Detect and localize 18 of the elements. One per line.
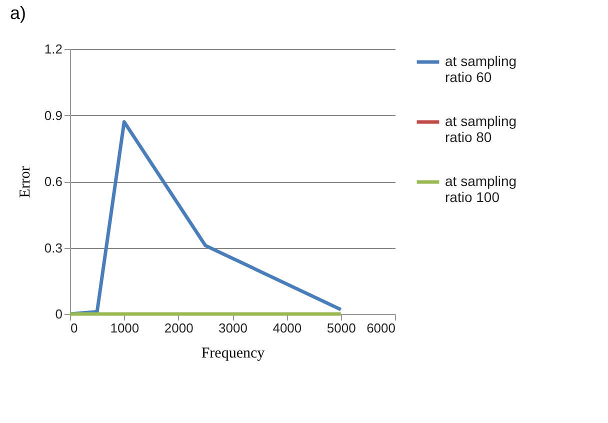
x-tick-label: 4000 xyxy=(272,320,302,336)
x-tick-label: 5000 xyxy=(326,320,356,336)
legend-label: at sampling ratio 80 xyxy=(445,113,517,145)
y-axis-title: Error xyxy=(17,166,34,198)
y-tick-label: 0.9 xyxy=(44,108,62,123)
y-tick-label: 0.3 xyxy=(44,240,62,256)
x-axis-title: Frequency xyxy=(201,346,266,362)
chart-title: a) xyxy=(10,3,26,23)
legend-label: at sampling ratio 60 xyxy=(445,53,517,85)
legend-label: at sampling ratio 100 xyxy=(445,173,517,205)
y-tick-label: 0 xyxy=(55,306,62,322)
y-tick-label: 0.6 xyxy=(44,174,62,189)
y-tick-label: 1.2 xyxy=(44,42,62,56)
x-tick-label: 1000 xyxy=(110,320,140,336)
x-tick-label: 2000 xyxy=(164,320,194,336)
x-tick-label: 3000 xyxy=(218,320,248,336)
x-tick-label: 0 xyxy=(70,320,78,336)
x-tick-label: 6000 xyxy=(366,320,396,336)
